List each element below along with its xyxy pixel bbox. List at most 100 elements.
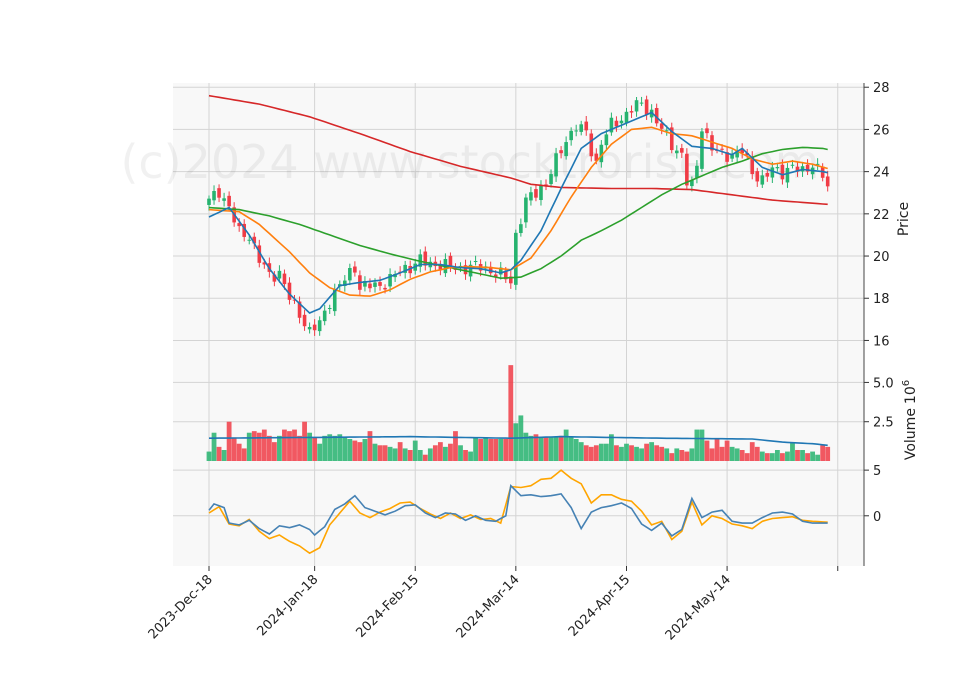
candle-body bbox=[680, 148, 684, 153]
candle-body bbox=[619, 120, 624, 124]
volume-bar bbox=[659, 446, 665, 461]
volume-bar bbox=[327, 434, 333, 461]
volume-bar bbox=[392, 448, 398, 461]
candle-body bbox=[629, 111, 634, 113]
volume-bar bbox=[473, 437, 478, 461]
volume-bar bbox=[357, 442, 363, 461]
candle-body bbox=[589, 133, 594, 157]
candle-body bbox=[509, 276, 513, 284]
volume-bar bbox=[236, 443, 242, 461]
price-series bbox=[207, 94, 830, 336]
candle-body bbox=[292, 299, 297, 301]
oscillator-series bbox=[208, 469, 828, 555]
volume-bar bbox=[749, 442, 755, 461]
candle-body bbox=[579, 124, 584, 132]
y-tick-label: 22 bbox=[873, 208, 890, 223]
candle-body bbox=[569, 130, 573, 141]
candle-body bbox=[237, 223, 241, 227]
volume-bar bbox=[307, 432, 312, 461]
volume-bar bbox=[729, 446, 735, 461]
candle-body bbox=[282, 273, 287, 285]
candle-body bbox=[584, 121, 589, 131]
volume-bar bbox=[468, 451, 473, 461]
candle-body bbox=[222, 198, 226, 201]
volume-bar bbox=[674, 448, 680, 461]
candle-body bbox=[388, 274, 392, 287]
candle-body bbox=[207, 198, 211, 205]
y-tick-label: 24 bbox=[873, 166, 890, 181]
candle-body bbox=[312, 324, 317, 331]
volume-bar bbox=[372, 443, 378, 461]
candle-body bbox=[735, 150, 739, 158]
volume-bar bbox=[719, 446, 725, 461]
volume-series bbox=[206, 365, 831, 461]
volume-bar bbox=[820, 445, 826, 461]
volume-bar bbox=[377, 445, 383, 461]
candle-body bbox=[227, 195, 231, 207]
volume-bar bbox=[684, 451, 690, 461]
candle-body bbox=[368, 283, 372, 289]
volume-bar bbox=[246, 432, 252, 461]
y-tick-label: 16 bbox=[873, 334, 890, 349]
volume-bar bbox=[609, 434, 614, 461]
candle-body bbox=[669, 127, 674, 151]
candle-body bbox=[664, 130, 669, 132]
candle-body bbox=[654, 107, 659, 124]
candle-body bbox=[634, 100, 639, 112]
volume-bar bbox=[437, 442, 443, 461]
volume-bar bbox=[709, 448, 715, 461]
volume-bar bbox=[206, 451, 212, 461]
candle-body bbox=[438, 264, 443, 271]
volume-bar bbox=[463, 450, 468, 461]
candle-body bbox=[378, 282, 382, 286]
candle-body bbox=[343, 280, 347, 287]
volume-bar bbox=[503, 439, 509, 461]
candle-body bbox=[363, 281, 367, 287]
x-tick-label: 2024-Apr-15 bbox=[566, 572, 633, 639]
volume-bar bbox=[790, 442, 795, 461]
volume-bar bbox=[342, 437, 348, 461]
volume-bar bbox=[367, 431, 373, 461]
candle-body bbox=[775, 167, 780, 169]
volume-bar bbox=[639, 448, 644, 461]
oscillator-line-1 bbox=[208, 484, 828, 537]
candle-body bbox=[327, 308, 332, 310]
candle-body bbox=[408, 265, 412, 274]
candle-body bbox=[373, 282, 377, 287]
price-axis-label: Price bbox=[896, 202, 912, 236]
volume-bar bbox=[432, 445, 438, 461]
volume-bar bbox=[785, 451, 790, 461]
candle-body bbox=[750, 156, 755, 175]
volume-bar bbox=[382, 445, 388, 461]
volume-bar bbox=[568, 437, 574, 461]
candle-body bbox=[609, 117, 614, 133]
ma-200-line bbox=[208, 94, 828, 206]
y-tick-label: 20 bbox=[873, 250, 890, 265]
candle-body bbox=[795, 166, 800, 172]
candle-body bbox=[760, 175, 765, 185]
candle-body bbox=[685, 153, 689, 186]
panel-backgrounds bbox=[173, 83, 864, 566]
volume-bar bbox=[548, 437, 554, 461]
volume-bar bbox=[669, 453, 675, 461]
candle-body bbox=[559, 150, 563, 154]
x-tick-label: 2024-Jan-18 bbox=[254, 572, 321, 639]
ma-long-line bbox=[208, 146, 828, 280]
candle-body bbox=[212, 191, 216, 201]
volume-bar bbox=[619, 446, 624, 461]
volume-bar bbox=[704, 440, 710, 461]
ma-mid-line bbox=[208, 126, 828, 297]
candle-body bbox=[720, 148, 724, 150]
volume-bar bbox=[498, 439, 504, 461]
price-panel bbox=[173, 83, 864, 351]
volume-bar bbox=[800, 450, 805, 461]
volume-bar bbox=[759, 451, 765, 461]
volume-bar bbox=[231, 437, 237, 461]
volume-bar bbox=[352, 440, 358, 461]
volume-bar bbox=[297, 435, 302, 461]
candle-body bbox=[463, 265, 468, 275]
candle-body bbox=[287, 282, 292, 300]
candle-body bbox=[539, 185, 543, 201]
